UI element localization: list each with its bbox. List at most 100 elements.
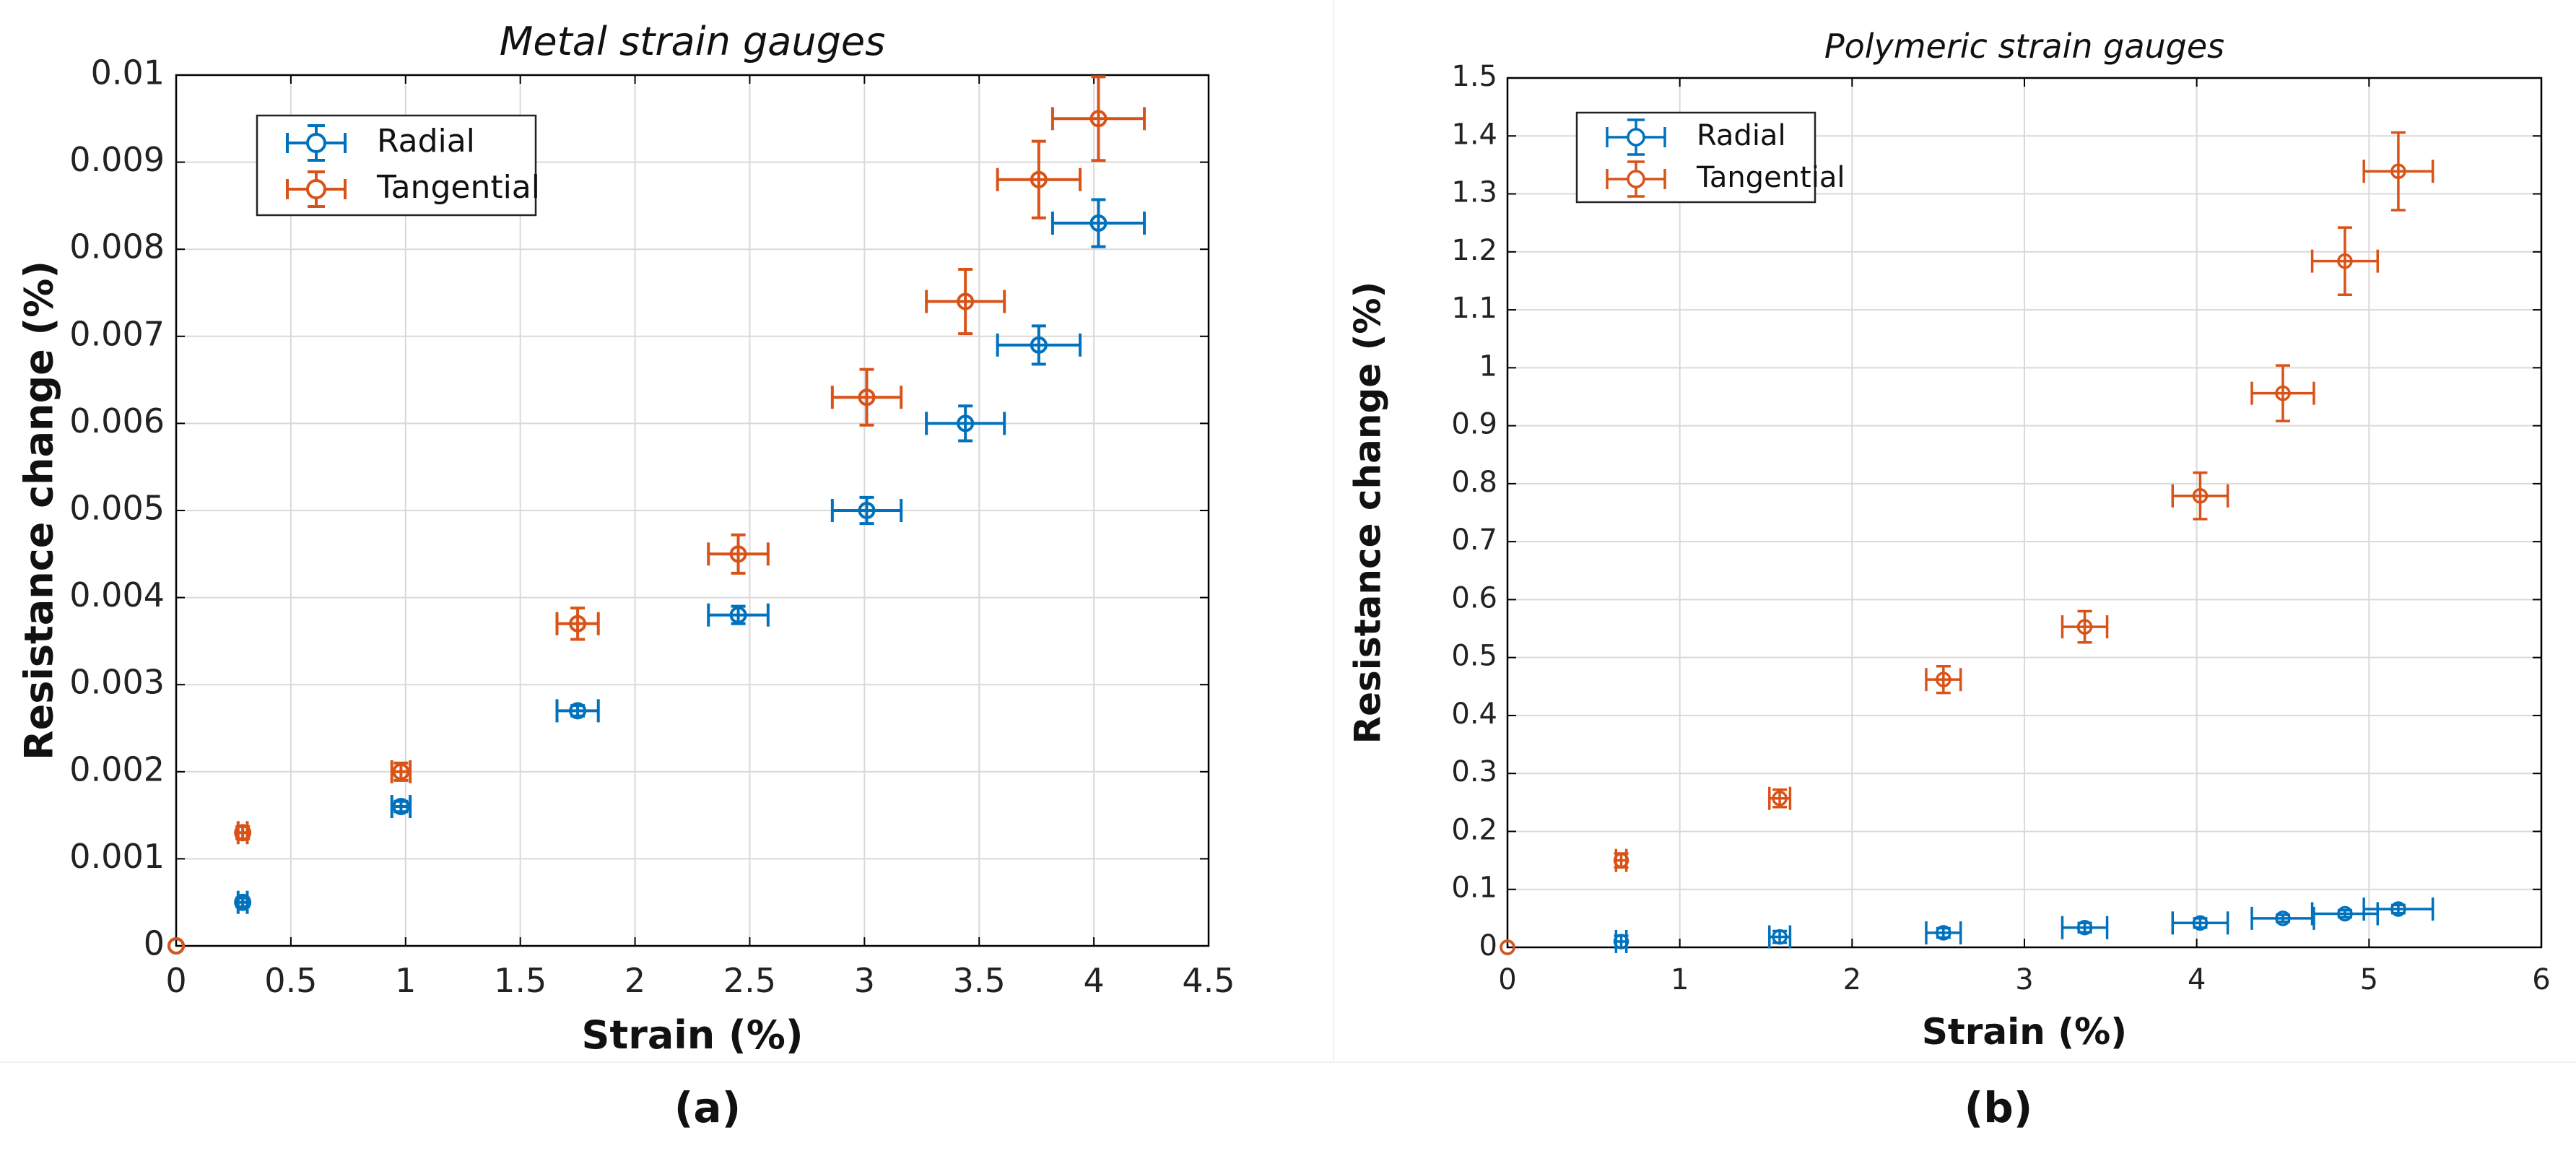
data-point [2061, 916, 2109, 939]
marker [858, 388, 876, 407]
marker [2390, 901, 2406, 917]
data-point [390, 760, 412, 783]
x-tick-label: 1.5 [494, 961, 547, 1000]
series-radial [1500, 898, 2434, 955]
caption-divider [0, 1061, 2576, 1063]
y-tick-label: 1 [1479, 349, 1497, 383]
y-tick-label: 0.007 [69, 314, 165, 353]
legend-item-tangential: Tangential [1606, 160, 1845, 198]
legend-label: Tangential [376, 169, 540, 206]
x-tick-label: 4 [2188, 963, 2206, 996]
y-tick-label: 0.4 [1451, 697, 1497, 731]
marker [2192, 487, 2209, 504]
marker [1030, 170, 1048, 188]
x-tick-label: 0 [1498, 963, 1516, 996]
series-tangential [167, 75, 1146, 955]
data-point [2362, 131, 2434, 212]
data-point [1500, 939, 1515, 955]
chart-svg: 0 0.5 1 1.5 2 2.5 3 3.5 4 4.5 0 0.001 0.002 0.003 0.00… [17, 19, 1235, 1058]
caption-b: (b) [1964, 1083, 2033, 1132]
marker [957, 292, 975, 310]
y-tick-label: 1.2 [1451, 234, 1497, 267]
data-point [830, 495, 903, 526]
marker [569, 614, 587, 633]
legend-marker [306, 179, 326, 199]
chart-svg: 0 1 2 3 4 5 6 0 0.1 0.2 0.3 0.4 0.5 0.6 0.7 0.8 0.9 1 1.1 1… [1347, 27, 2551, 1053]
y-tick-label: 0.6 [1451, 581, 1497, 614]
caption-a: (a) [674, 1083, 741, 1132]
marker [1772, 790, 1788, 807]
y-tick-label: 0.002 [69, 749, 165, 788]
data-point [390, 795, 412, 819]
y-tick-label: 1.1 [1451, 292, 1497, 325]
legend: Radial Tangential [256, 114, 540, 217]
marker [1613, 852, 1629, 869]
y-tick-label: 0.006 [69, 401, 165, 440]
data-point [1613, 848, 1629, 872]
x-tick-label: 3 [2015, 963, 2033, 996]
data-point [2310, 902, 2380, 926]
x-tick-label: 2 [625, 961, 645, 1000]
x-tick-label: 3 [854, 961, 875, 1000]
marker [234, 893, 252, 911]
y-axis-label: Resistance change (%) [1347, 282, 1389, 744]
y-tick-label: 0.01 [91, 53, 165, 92]
marker [2390, 163, 2406, 179]
legend-item-radial: Radial [1606, 118, 1786, 156]
marker [2337, 905, 2353, 922]
marker [392, 762, 410, 781]
y-tick-label: 0.2 [1451, 813, 1497, 846]
x-axis-label: Strain (%) [582, 1012, 804, 1058]
legend-box [1575, 111, 1816, 204]
marker [1936, 925, 1951, 941]
data-point [996, 324, 1082, 366]
series-radial [167, 198, 1146, 955]
data-point [2362, 898, 2434, 921]
data-point [925, 267, 1006, 336]
marker [392, 798, 410, 816]
y-tick-label: 0 [1479, 929, 1497, 962]
marker [2076, 919, 2093, 936]
x-tick-label: 0 [165, 961, 186, 1000]
y-tick-label: 0 [144, 924, 165, 963]
y-tick-label: 0.9 [1451, 408, 1497, 441]
marker [1500, 939, 1515, 955]
data-point [2250, 906, 2315, 930]
y-axis-label: Resistance change (%) [17, 261, 62, 760]
x-tick-label: 6 [2532, 963, 2550, 996]
y-tick-label: 0.8 [1451, 466, 1497, 499]
data-point [555, 607, 600, 641]
data-point [925, 404, 1006, 443]
marker [2076, 619, 2093, 635]
legend-label: Tangential [1696, 161, 1845, 194]
data-point [1925, 664, 1962, 695]
legend-box [256, 114, 537, 217]
data-point [830, 368, 903, 427]
y-tick-label: 0.009 [69, 140, 165, 179]
x-tick-label: 2 [1843, 963, 1861, 996]
x-tick-label: 5 [2360, 963, 2378, 996]
data-point [2171, 911, 2229, 935]
y-tick-label: 1.5 [1451, 60, 1497, 93]
data-point [2310, 226, 2380, 296]
data-point [1925, 921, 1962, 944]
data-point [2171, 471, 2229, 521]
legend-item-radial: Radial [286, 123, 475, 162]
y-tick-label: 0.005 [69, 489, 165, 528]
y-tick-label: 0.7 [1451, 523, 1497, 557]
data-point [707, 533, 770, 575]
marker [1936, 672, 1951, 687]
data-point [1050, 198, 1146, 248]
marker [569, 702, 587, 720]
marker [1089, 214, 1108, 232]
marker [1030, 336, 1048, 354]
y-tick-label: 1.3 [1451, 176, 1497, 209]
marker [729, 606, 747, 624]
x-tick-label: 4.5 [1182, 961, 1235, 1000]
legend-marker [306, 133, 326, 153]
marker [167, 937, 185, 955]
data-point [167, 937, 185, 955]
y-tick-label: 0.3 [1451, 755, 1497, 788]
chart-panel-b: 0 1 2 3 4 5 6 0 0.1 0.2 0.3 0.4 0.5 0.6 0.7 0.8 0.9 1 1.1 1… [1334, 0, 2576, 1061]
marker [1089, 110, 1108, 128]
